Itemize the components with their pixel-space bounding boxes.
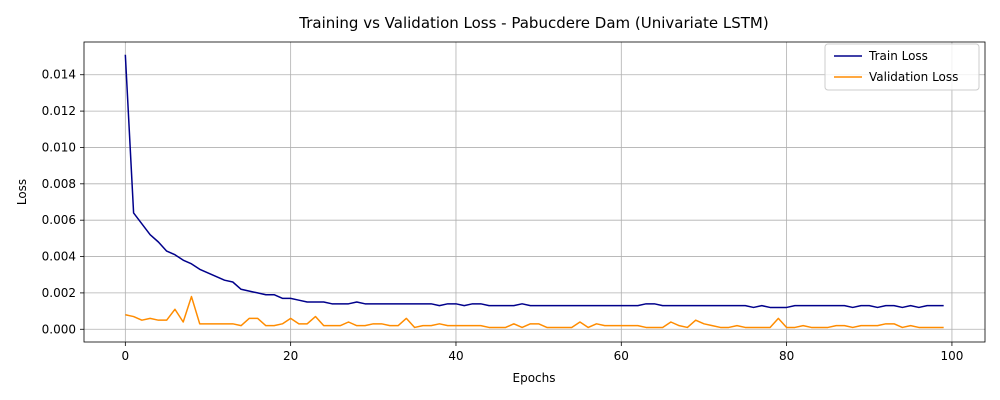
x-tick-label: 60 — [614, 349, 629, 363]
legend: Train Loss Validation Loss — [824, 43, 980, 91]
plot-frame — [83, 41, 986, 343]
x-tick-label: 100 — [940, 349, 963, 363]
axis-ticks: 0 20 40 60 80 100 0.000 0.002 0.004 0.006 0.008 0.0… — [42, 68, 964, 363]
legend-label-validation-loss: Validation Loss — [869, 70, 958, 84]
y-tick-label: 0.002 — [42, 286, 76, 300]
y-tick-label: 0.014 — [42, 68, 76, 82]
y-tick-label: 0.000 — [42, 322, 76, 336]
x-tick-label: 80 — [779, 349, 794, 363]
legend-label-train-loss: Train Loss — [868, 49, 928, 63]
series-lines — [124, 54, 944, 329]
x-axis-label: Epochs — [513, 371, 556, 385]
x-tick-label: 0 — [122, 349, 130, 363]
series-line-train-loss — [124, 54, 944, 309]
y-tick-label: 0.010 — [42, 140, 76, 154]
series-line-validation-loss — [125, 295, 944, 329]
grid-lines — [84, 42, 985, 342]
y-tick-label: 0.012 — [42, 104, 76, 118]
x-tick-label: 20 — [283, 349, 298, 363]
y-tick-label: 0.004 — [42, 250, 76, 264]
y-axis-label: Loss — [15, 179, 29, 205]
y-tick-label: 0.008 — [42, 177, 76, 191]
chart-title: Training vs Validation Loss - Pabucdere … — [298, 14, 768, 32]
x-tick-label: 40 — [448, 349, 463, 363]
y-tick-label: 0.006 — [42, 213, 76, 227]
legend-box — [824, 43, 980, 91]
